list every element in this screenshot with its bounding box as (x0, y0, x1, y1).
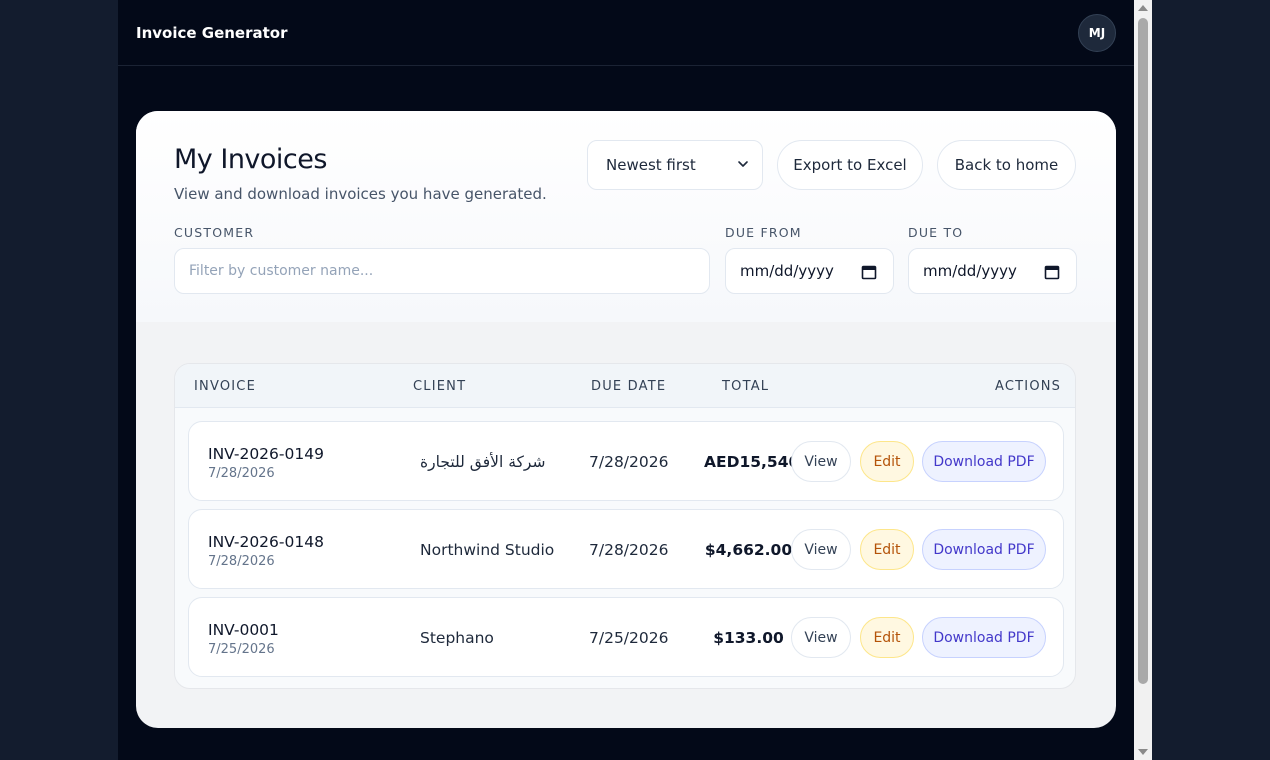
view-button[interactable]: View (791, 529, 851, 570)
page-scrollbar[interactable] (1134, 0, 1152, 760)
page-title: My Invoices (174, 144, 327, 175)
table-row: INV-0001 7/25/2026 Stephano 7/25/2026 $1… (188, 597, 1064, 677)
view-button[interactable]: View (791, 441, 851, 482)
due-from-input[interactable]: mm/dd/yyyy (725, 248, 894, 294)
invoice-total: $133.00 (713, 629, 784, 647)
invoice-total: $4,662.00 (704, 541, 793, 559)
table-header: INVOICE CLIENT DUE DATE TOTAL ACTIONS (175, 364, 1075, 408)
invoices-table: INVOICE CLIENT DUE DATE TOTAL ACTIONS IN… (174, 363, 1076, 689)
due-date: 7/25/2026 (589, 629, 669, 647)
column-due-date: DUE DATE (591, 379, 667, 394)
scroll-thumb[interactable] (1138, 18, 1148, 684)
app-viewport: Invoice Generator MJ My Invoices View an… (118, 0, 1134, 760)
edit-button[interactable]: Edit (860, 617, 914, 658)
scroll-up-arrow-icon[interactable] (1137, 3, 1149, 13)
column-actions: ACTIONS (995, 379, 1062, 394)
card-header: My Invoices View and download invoices y… (136, 111, 1116, 322)
due-date: 7/28/2026 (589, 453, 669, 471)
customer-filter-label: CUSTOMER (174, 225, 255, 240)
edit-button[interactable]: Edit (860, 441, 914, 482)
invoice-date: 7/28/2026 (208, 466, 275, 481)
customer-filter-input[interactable]: Filter by customer name... (174, 248, 710, 294)
table-row: INV-2026-0148 7/28/2026 Northwind Studio… (188, 509, 1064, 589)
client-name: Stephano (420, 629, 494, 647)
edit-button[interactable]: Edit (860, 529, 914, 570)
download-pdf-button[interactable]: Download PDF (922, 441, 1046, 482)
view-button[interactable]: View (791, 617, 851, 658)
invoice-date: 7/25/2026 (208, 642, 275, 657)
invoice-number: INV-2026-0148 (208, 533, 324, 551)
due-from-label: DUE FROM (725, 225, 802, 240)
invoice-date: 7/28/2026 (208, 554, 275, 569)
scroll-down-arrow-icon[interactable] (1137, 747, 1149, 757)
due-to-value: mm/dd/yyyy (923, 262, 1017, 280)
due-to-input[interactable]: mm/dd/yyyy (908, 248, 1077, 294)
user-avatar[interactable]: MJ (1078, 14, 1116, 52)
calendar-icon[interactable] (861, 264, 877, 280)
due-to-label: DUE TO (908, 225, 964, 240)
invoice-number: INV-0001 (208, 621, 279, 639)
due-date: 7/28/2026 (589, 541, 669, 559)
top-bar: Invoice Generator MJ (118, 0, 1134, 66)
sort-select-value: Newest first (606, 156, 696, 174)
due-from-value: mm/dd/yyyy (740, 262, 834, 280)
column-total: TOTAL (722, 379, 770, 394)
download-pdf-button[interactable]: Download PDF (922, 529, 1046, 570)
table-row: INV-2026-0149 7/28/2026 شركة الأفق للتجا… (188, 421, 1064, 501)
invoice-total: AED15,540.00 (704, 453, 793, 471)
page-subtitle: View and download invoices you have gene… (174, 185, 547, 203)
sort-select[interactable]: Newest first (587, 140, 763, 190)
column-client: CLIENT (413, 379, 467, 394)
export-excel-button[interactable]: Export to Excel (777, 140, 923, 190)
client-name: Northwind Studio (420, 541, 555, 559)
invoices-card: My Invoices View and download invoices y… (136, 111, 1116, 728)
download-pdf-button[interactable]: Download PDF (922, 617, 1046, 658)
chevron-down-icon (738, 161, 748, 167)
column-invoice: INVOICE (194, 379, 256, 394)
invoice-number: INV-2026-0149 (208, 445, 324, 463)
back-home-button[interactable]: Back to home (937, 140, 1076, 190)
client-name: شركة الأفق للتجارة (420, 453, 546, 471)
brand-title[interactable]: Invoice Generator (136, 24, 288, 42)
calendar-icon[interactable] (1044, 264, 1060, 280)
